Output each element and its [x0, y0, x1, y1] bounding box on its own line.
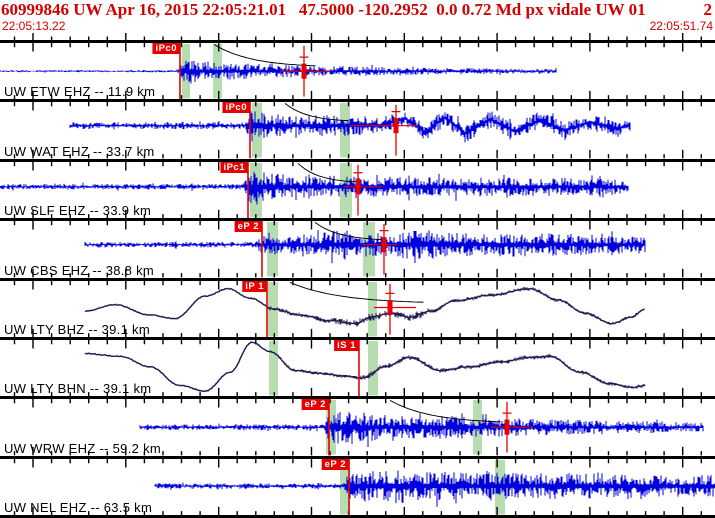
phase-pick-flag[interactable]: iPc0 [222, 102, 250, 114]
station-label: UW NEL EHZ -- 63.5 km [4, 500, 153, 515]
second-tick-marks [13, 102, 702, 159]
station-label: UW LTY BHZ -- 39.1 km [4, 321, 150, 337]
top-time-tick-strip [13, 33, 702, 40]
trace-panel-lty[interactable]: iS 1 UW LTY BHN -- 39.1 km [0, 336, 715, 397]
time-axis-labels: 22:05:13.22 22:05:51.74 [0, 20, 715, 33]
trace-panel-stack: iPc0 UW ETW EHZ -- 11.9 km iPc0 UW WAT E… [0, 40, 715, 518]
coda-decay-curve [389, 400, 501, 423]
seismogram-trace [0, 60, 557, 84]
seismogram-trace [84, 341, 646, 393]
second-tick-marks [13, 221, 702, 278]
seismogram-trace-jitter [84, 341, 646, 392]
waveform-plot[interactable] [0, 102, 715, 159]
seismogram-trace [154, 470, 715, 507]
phase-pick-flag[interactable]: iS 1 [334, 339, 359, 351]
trace-panel-lty[interactable]: iP 1 UW LTY BHZ -- 39.1 km [0, 277, 715, 337]
phase-pick-flag[interactable]: iP 1 [242, 280, 267, 292]
coda-duration-marker[interactable] [491, 402, 533, 453]
phase-pick-flag[interactable]: eP 2 [321, 458, 349, 470]
waveform-plot[interactable] [0, 458, 715, 515]
coda-duration-marker[interactable] [350, 105, 418, 156]
trace-panel-wrw[interactable]: eP 2 UW WRW EHZ -- 59.2 km [0, 396, 715, 456]
seismogram-trace [84, 230, 646, 264]
event-summary-text: 60999846 UW Apr 16, 2015 22:05:21.01 47.… [1, 0, 646, 19]
coda-duration-marker[interactable] [362, 223, 397, 275]
window-end-time: 22:05:51.74 [649, 19, 713, 33]
second-tick-marks [13, 458, 702, 515]
trace-panel-wat[interactable]: iPc0 UW WAT EHZ -- 33.7 km [0, 99, 715, 159]
coda-decay-curve [289, 281, 424, 303]
station-label: UW WRW EHZ -- 59.2 km [4, 440, 161, 456]
coda-duration-marker[interactable] [374, 283, 416, 335]
station-label: UW CBS EHZ -- 38.8 km [4, 262, 155, 278]
window-start-time: 22:05:13.22 [2, 19, 66, 33]
event-flag-count: 2 [703, 0, 713, 19]
coda-duration-marker[interactable] [344, 164, 382, 216]
waveform-plot[interactable] [0, 339, 715, 397]
coda-duration-marker[interactable] [280, 45, 330, 97]
second-tick-marks [13, 280, 702, 337]
station-label: UW ETW EHZ -- 11.9 km [4, 84, 156, 100]
trace-panel-cbs[interactable]: eP 2 UW CBS EHZ -- 38.8 km [0, 218, 715, 278]
waveform-plot[interactable] [0, 161, 715, 219]
phase-window-band [269, 340, 278, 396]
phase-pick-flag[interactable]: iPc0 [152, 43, 180, 54]
phase-window-band [252, 103, 262, 158]
station-label: UW SLF EHZ -- 33.9 km [4, 203, 152, 219]
waveform-plot[interactable] [0, 221, 715, 278]
coda-decay-curve [213, 44, 316, 67]
trace-panel-slf[interactable]: iPc1 UW SLF EHZ -- 33.9 km [0, 158, 715, 219]
phase-pick-flag[interactable]: eP 2 [234, 221, 262, 233]
trace-panel-nel[interactable]: eP 2 UW NEL EHZ -- 63.5 km [0, 455, 715, 515]
coda-decay-curve [284, 103, 349, 122]
phase-window-band [363, 222, 375, 277]
phase-pick-flag[interactable]: eP 2 [301, 399, 329, 411]
trace-panel-etw[interactable]: iPc0 UW ETW EHZ -- 11.9 km [0, 40, 715, 100]
phase-window-band [368, 281, 377, 336]
waveform-plot[interactable] [0, 399, 715, 456]
phase-window-band [368, 340, 378, 396]
phase-pick-flag[interactable]: iPc1 [220, 161, 248, 173]
seismogram-trace [139, 412, 704, 448]
waveform-plot[interactable] [0, 280, 715, 337]
second-tick-marks [13, 161, 702, 219]
event-header: 60999846 UW Apr 16, 2015 22:05:21.01 47.… [0, 0, 715, 20]
coda-decay-curve [297, 162, 356, 182]
seismogram-trace [0, 171, 629, 205]
second-tick-marks [13, 339, 702, 397]
seismogram-trace-jitter [84, 286, 645, 327]
station-label: UW LTY BHN -- 39.1 km [4, 381, 152, 397]
station-label: UW WAT EHZ -- 33.7 km [4, 143, 155, 159]
